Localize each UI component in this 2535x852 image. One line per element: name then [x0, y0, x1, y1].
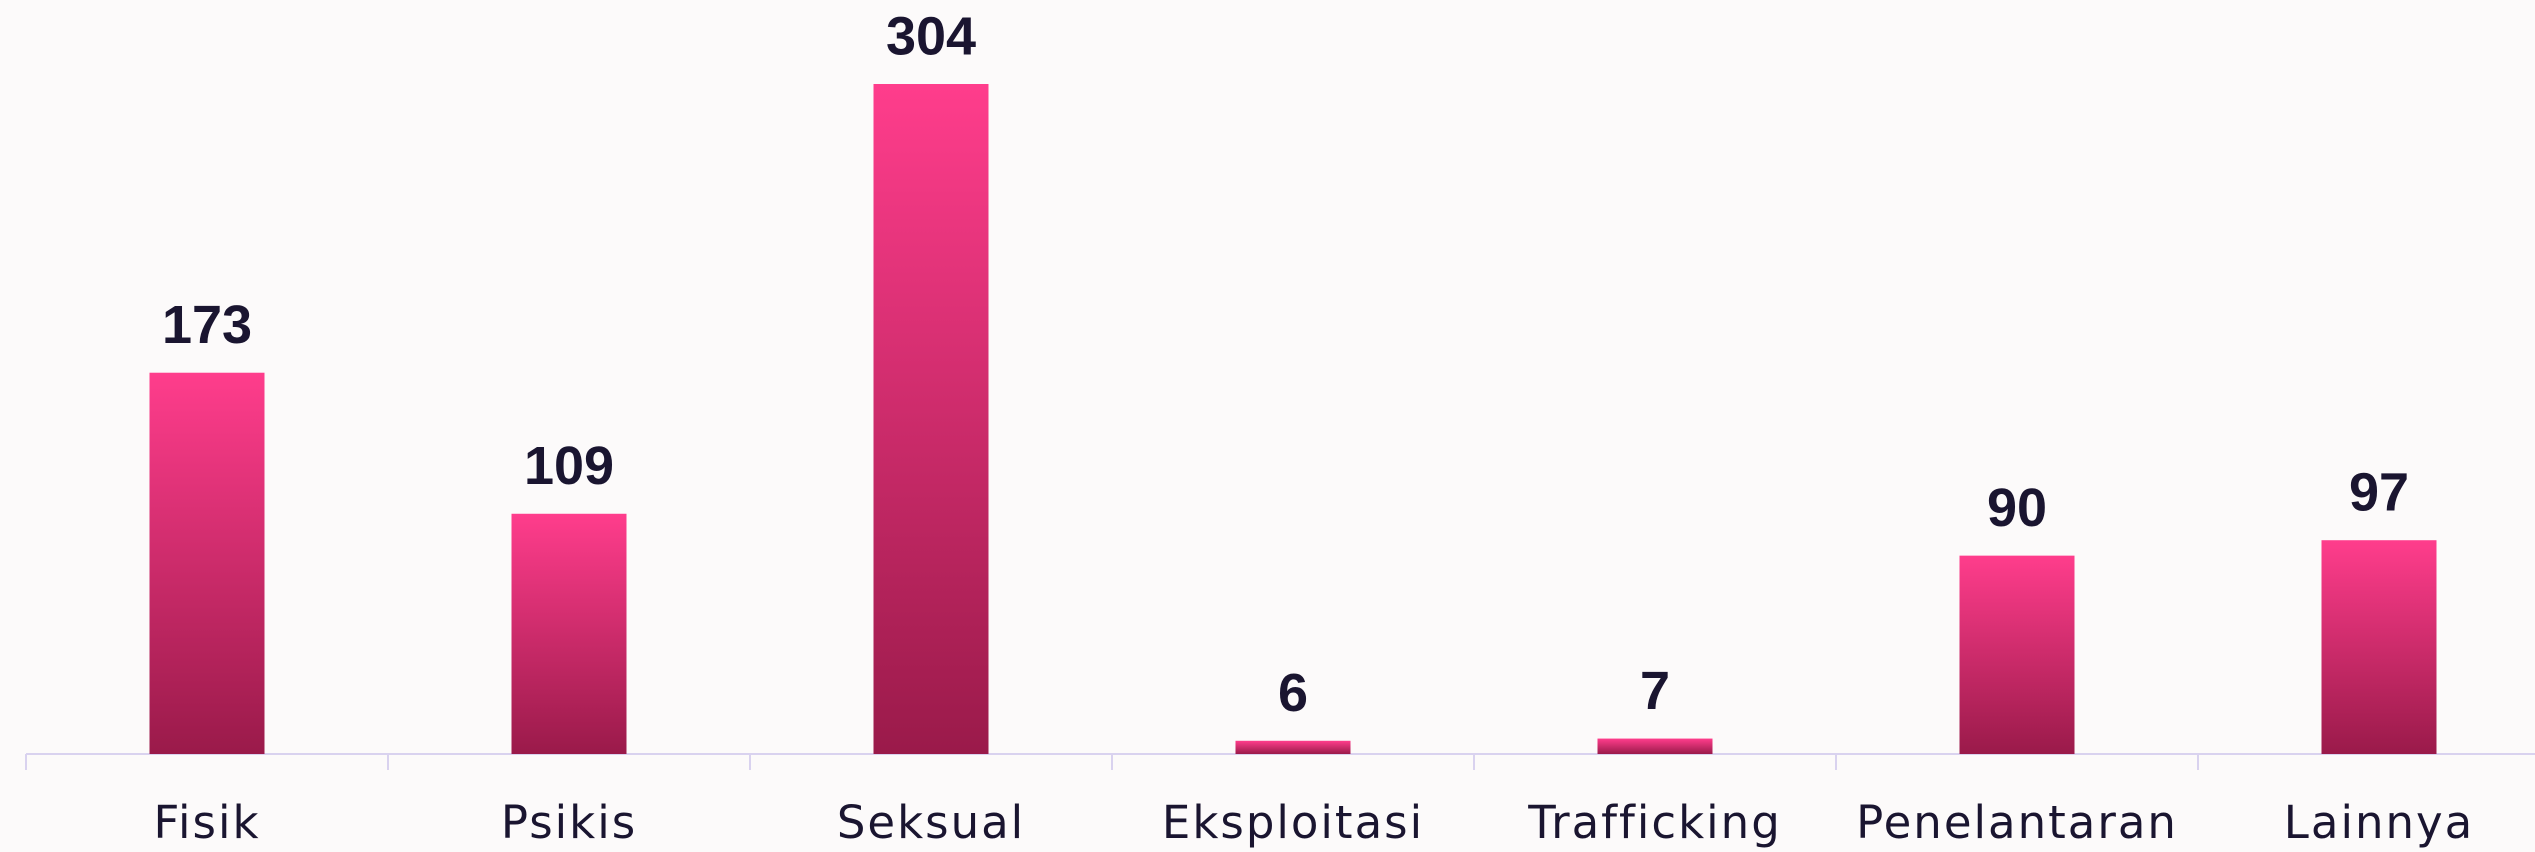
x-tick-label: Fisik — [153, 796, 260, 849]
x-tick-label: Trafficking — [1527, 796, 1782, 849]
data-label: 7 — [1640, 661, 1670, 721]
bar — [873, 84, 989, 754]
x-tick-label: Lainnya — [2284, 796, 2474, 849]
x-tick-label: Seksual — [837, 796, 1025, 849]
bar — [1597, 738, 1713, 754]
data-label: 109 — [524, 436, 614, 496]
bar — [1959, 555, 2075, 754]
data-label: 97 — [2349, 462, 2409, 522]
x-tick-label: Psikis — [501, 796, 637, 849]
x-tick-label: Penelantaran — [1856, 796, 2178, 849]
data-label: 173 — [162, 295, 252, 355]
bar — [511, 513, 627, 754]
data-label: 6 — [1278, 663, 1308, 723]
bar — [1235, 740, 1351, 754]
bar — [2321, 540, 2437, 754]
bar — [149, 372, 265, 754]
data-label: 90 — [1987, 478, 2047, 538]
x-tick-label: Eksploitasi — [1162, 796, 1424, 849]
data-label: 304 — [886, 6, 976, 66]
